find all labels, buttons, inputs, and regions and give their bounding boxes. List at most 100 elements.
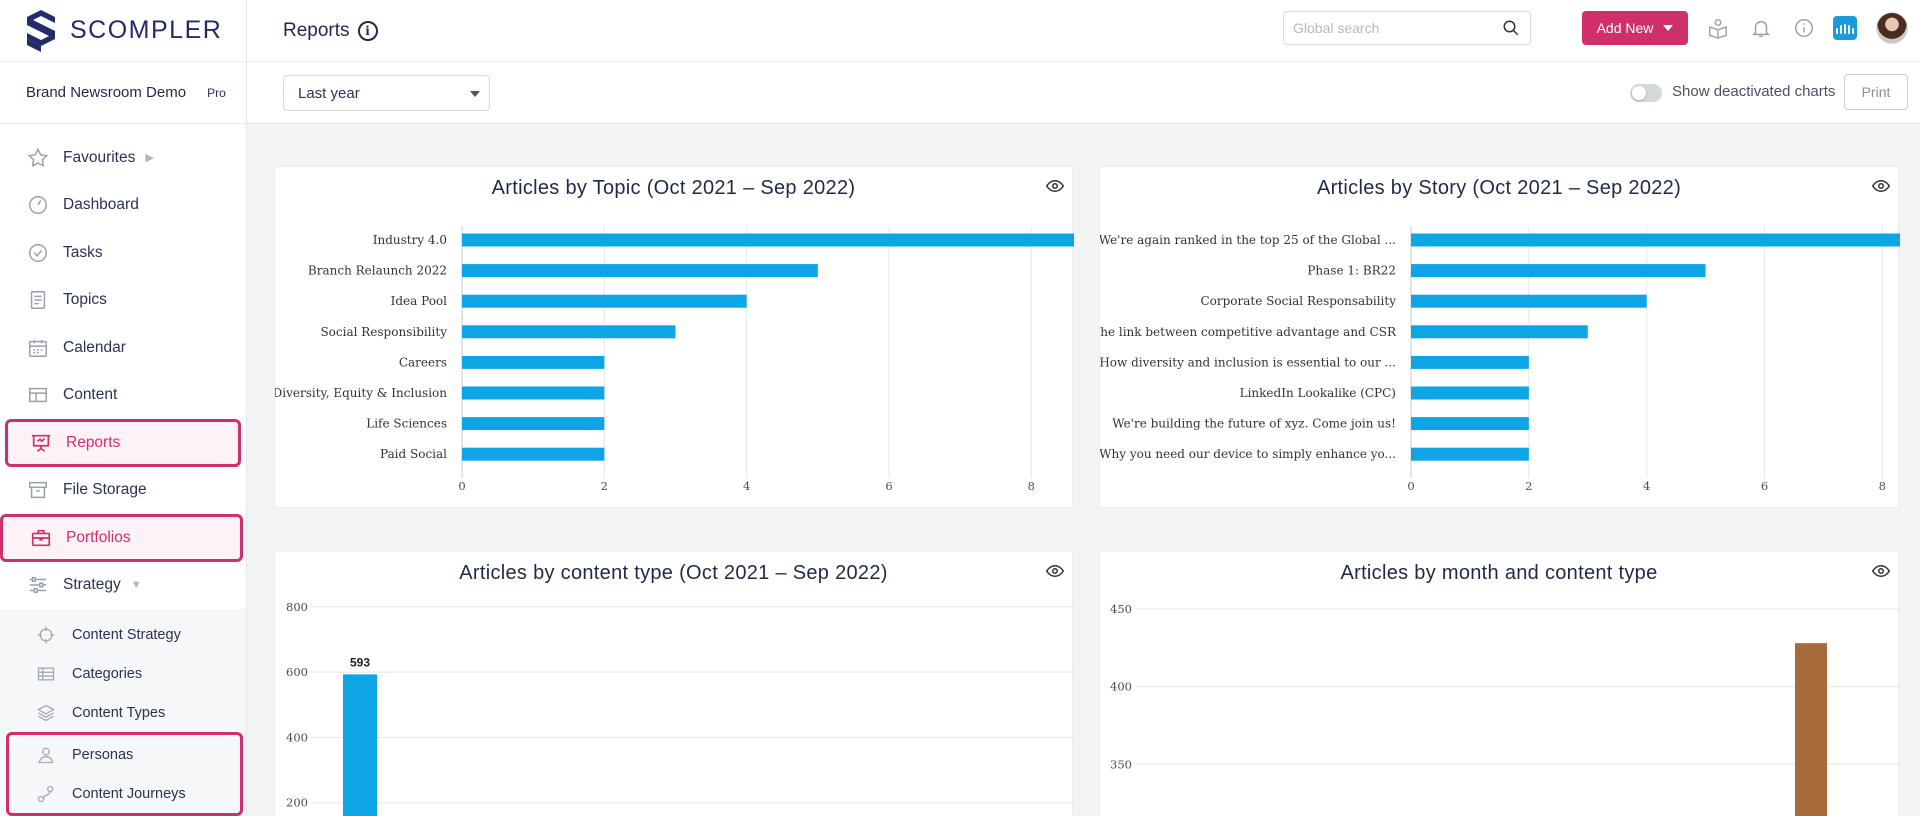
presentation-icon (30, 432, 52, 454)
sidebar-item-label: Strategy (63, 576, 121, 594)
chevron-down-icon (470, 91, 480, 97)
eye-icon[interactable] (1046, 179, 1064, 193)
subnav-item-label: Personas (72, 746, 134, 763)
toggle-label: Show deactivated charts (1672, 83, 1836, 100)
chart-title: Articles by Topic (Oct 2021 – Sep 2022) (491, 177, 856, 199)
category-label: We're building the future of xyz. Come j… (1112, 417, 1396, 431)
x-tick-label: 0 (1407, 479, 1414, 493)
sidebar-nav: Favourites ▶ Dashboard Tasks Topics Cale… (0, 124, 246, 609)
workspace-switcher[interactable]: Brand Newsroom Demo Pro (0, 62, 246, 124)
category-label: Social Responsibility (320, 325, 447, 339)
sidebar-item-reports[interactable]: Reports (5, 419, 241, 467)
brand-logo[interactable]: SCOMPLER (0, 0, 246, 62)
x-tick-label: 8 (1879, 479, 1886, 493)
caret-down-icon: ▼ (130, 579, 142, 592)
sidebar-item-favourites[interactable]: Favourites ▶ (0, 134, 246, 182)
deactivated-charts-toggle[interactable] (1630, 84, 1662, 102)
sidebar-item-strategy[interactable]: Strategy ▼ (0, 562, 246, 610)
subnav-item-content-journeys[interactable]: Content Journeys (9, 774, 240, 813)
toggle-knob (1632, 86, 1646, 100)
bar-chart-story: 0 2 4 6 8 We're again ranked in the top 25 of… (1100, 226, 1900, 493)
sidebar-item-topics[interactable]: Topics (0, 277, 246, 325)
sidebar-item-calendar[interactable]: Calendar (0, 324, 246, 372)
bell-icon[interactable] (1750, 17, 1772, 39)
print-button[interactable]: Print (1844, 74, 1908, 110)
user-avatar[interactable] (1876, 12, 1908, 44)
person-icon (36, 745, 56, 765)
bar (1411, 233, 1900, 247)
eye-icon[interactable] (1872, 564, 1890, 578)
workspace-name: Brand Newsroom Demo (26, 84, 187, 101)
star-icon (27, 147, 49, 169)
date-range-select[interactable]: Last year (283, 75, 490, 111)
book-person-icon[interactable] (1707, 17, 1729, 39)
sidebar-item-label: Favourites (63, 148, 136, 166)
bar (1411, 386, 1529, 400)
x-tick-label: 8 (1028, 479, 1035, 493)
workspace-plan-badge: Pro (207, 85, 226, 100)
category-label: Idea Pool (391, 294, 448, 308)
sidebar-item-tasks[interactable]: Tasks (0, 229, 246, 277)
category-label: How diversity and inclusion is essential… (1100, 355, 1396, 369)
gauge-icon (27, 194, 49, 216)
add-new-label: Add New (1596, 20, 1654, 36)
sidebar-item-dashboard[interactable]: Dashboard (0, 182, 246, 230)
y-tick-label: 800 (286, 600, 308, 614)
check-circle-icon (27, 242, 49, 264)
search-input[interactable] (1293, 12, 1493, 44)
sidebar-item-portfolios[interactable]: Portfolios (0, 514, 243, 562)
chart-title: Articles by Story (Oct 2021 – Sep 2022) (1316, 177, 1682, 199)
category-label: Phase 1: BR22 (1307, 264, 1396, 278)
subnav-item-content-strategy[interactable]: Content Strategy (0, 615, 246, 654)
bar-chart-content-type: 200 400 600 800 593 (286, 600, 1074, 816)
intercom-icon[interactable] (1833, 16, 1857, 40)
bar (1411, 355, 1529, 369)
sidebar-item-label: Tasks (63, 243, 103, 261)
eye-icon[interactable] (1046, 564, 1064, 578)
highlighted-subnav-group: Personas Content Journeys (6, 732, 243, 816)
add-new-button[interactable]: Add New (1582, 11, 1688, 45)
layers-icon (36, 703, 56, 723)
sidebar-item-label: Topics (63, 291, 107, 309)
eye-icon[interactable] (1872, 179, 1890, 193)
bar (462, 417, 605, 431)
bar (1411, 447, 1529, 461)
date-range-value: Last year (298, 84, 360, 102)
category-label: Life Sciences (366, 417, 447, 431)
chart-title: Articles by month and content type (1340, 562, 1658, 584)
strategy-subnav: Content Strategy Categories Content Type… (0, 609, 246, 816)
subnav-item-label: Content Types (72, 704, 166, 721)
top-header: Reports i Add New (247, 0, 1920, 62)
subnav-item-categories[interactable]: Categories (0, 654, 246, 693)
bar (462, 264, 818, 278)
sidebar-item-label: Calendar (63, 338, 126, 356)
calendar-icon (27, 337, 49, 359)
table-icon (27, 384, 49, 406)
chart-card-story: Articles by Story (Oct 2021 – Sep 2022) … (1099, 166, 1900, 508)
y-tick-label: 450 (1110, 602, 1132, 616)
y-tick-label: 350 (1110, 757, 1132, 771)
info-icon[interactable]: i (357, 20, 378, 41)
grid-table-icon (36, 664, 56, 684)
x-tick-label: 2 (601, 479, 608, 493)
help-info-icon[interactable] (1793, 17, 1815, 39)
bar (462, 233, 1074, 247)
category-label: Careers (399, 355, 447, 369)
bar-chart-topic: 0 2 4 6 8 Industry 4.0 Branch Relaunch 2022 Ide… (275, 226, 1074, 493)
document-icon (27, 289, 49, 311)
sidebar-item-content[interactable]: Content (0, 372, 246, 420)
subnav-item-personas[interactable]: Personas (9, 735, 240, 774)
global-search (1283, 11, 1531, 45)
sidebar-item-label: Portfolios (66, 528, 131, 546)
archive-icon (27, 479, 49, 501)
sidebar-item-file-storage[interactable]: File Storage (0, 467, 246, 515)
subnav-item-content-types[interactable]: Content Types (0, 693, 246, 732)
bar (462, 355, 605, 369)
briefcase-icon (30, 527, 52, 549)
bar (1411, 264, 1706, 278)
category-label: Why you need our device to simply enhanc… (1100, 447, 1396, 461)
bar (462, 325, 676, 339)
search-icon[interactable] (1502, 19, 1520, 37)
category-label: LinkedIn Lookalike (CPC) (1240, 386, 1396, 400)
caret-right-icon: ▶ (145, 152, 154, 165)
